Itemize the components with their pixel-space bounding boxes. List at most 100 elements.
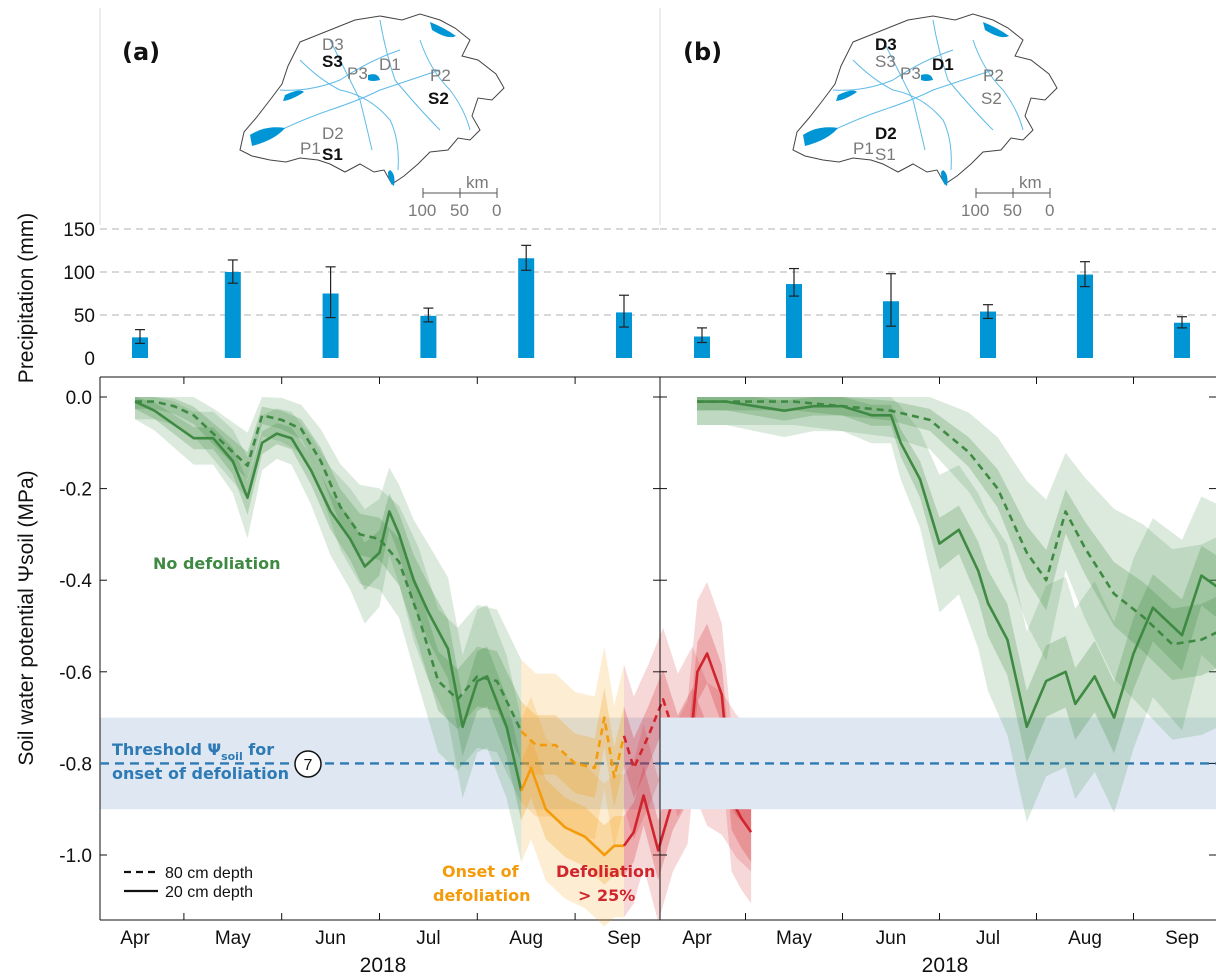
x-tick-label-may: May — [215, 928, 251, 949]
scale-bar-a: km 100 50 0 — [408, 173, 501, 220]
uncertainty-band-outer — [135, 397, 522, 863]
precip-bar-sep — [616, 312, 632, 358]
river-network — [812, 19, 1024, 171]
site-label-p1: P1 — [300, 139, 321, 158]
annotation-onset-line1: Onset of — [442, 862, 520, 881]
site-label-p3: P3 — [900, 64, 921, 83]
scale-bar-b: km 100 50 0 — [961, 173, 1054, 220]
site-label-d2: D2 — [875, 124, 897, 143]
precip-bar-apr — [132, 337, 148, 358]
scale-tick-0: 0 — [492, 201, 501, 220]
site-label-p2: P2 — [983, 66, 1004, 85]
series-line-80cm-no — [135, 400, 523, 732]
uncertainty-band-inner — [697, 397, 1216, 763]
precip-bar-jul — [420, 315, 437, 358]
soil-y-tick: 0.0 — [66, 388, 92, 409]
precip-y-tick: 0 — [84, 349, 95, 370]
scale-unit: km — [1019, 173, 1042, 192]
x-tick-label-jun: Jun — [315, 928, 346, 949]
precip-chart-b — [660, 228, 1216, 358]
site-label-d2: D2 — [322, 124, 344, 143]
x-tick-label-jul: Jul — [416, 928, 440, 949]
site-label-p2: P2 — [430, 66, 451, 85]
panel-frames — [99, 8, 661, 225]
soil-y-tick: -0.6 — [59, 663, 92, 684]
annotation-defoliation-line2: > 25% — [578, 886, 635, 905]
x-tick-label-jun: Jun — [876, 928, 907, 949]
series-line-80cm-onset — [520, 716, 626, 779]
precip-y-tick: 50 — [74, 306, 95, 327]
country-outline — [239, 13, 505, 185]
precip-bar-jun — [322, 293, 339, 358]
uncertainty-band-outer — [697, 397, 1216, 822]
uncertainty-band-outer — [135, 397, 522, 803]
x-tick-label-sep: Sep — [607, 928, 641, 949]
river-network — [259, 19, 471, 171]
site-label-d1: D1 — [379, 55, 401, 74]
x-axis-title-b: 2018 — [922, 954, 969, 977]
panel-a-label: (a) — [122, 38, 160, 66]
annotation-no-defoliation: No defoliation — [153, 554, 281, 573]
scale-tick-100: 100 — [408, 201, 436, 220]
soil-y-tick: -0.8 — [59, 754, 92, 775]
uncertainty-band-inner — [521, 687, 624, 807]
site-label-s1: S1 — [875, 145, 896, 164]
scale-unit: km — [466, 173, 489, 192]
uncertainty-band-outer — [521, 696, 624, 927]
threshold-marker-circle — [294, 750, 322, 778]
x-tick-label-aug: Aug — [1068, 928, 1102, 949]
lakes — [250, 22, 456, 186]
precip-bar-sep — [1174, 322, 1190, 358]
lakes — [803, 22, 1009, 186]
precip-chart-a: 0 50 100 150 — [63, 220, 660, 370]
legend-20cm: 20 cm depth — [165, 884, 253, 901]
scale-tick-0: 0 — [1045, 201, 1054, 220]
soil-y-tick: -1.0 — [59, 846, 92, 867]
series-line-80cm-main — [697, 400, 1216, 646]
site-label-d1: D1 — [932, 55, 954, 74]
precip-bar-aug — [1077, 274, 1093, 358]
site-label-s2: S2 — [981, 89, 1002, 108]
x-tick-label-aug: Aug — [509, 928, 543, 949]
site-label-s3: S3 — [875, 52, 896, 71]
soil-y-label: Soil water potential Ψsoil (MPa) — [15, 470, 38, 765]
x-tick-label-jul: Jul — [976, 928, 1000, 949]
threshold-marker-number: 7 — [304, 757, 313, 774]
scale-tick-100: 100 — [961, 201, 989, 220]
site-label-d3: D3 — [322, 35, 344, 54]
precip-bar-may — [224, 272, 241, 358]
uncertainty-band-outer — [697, 397, 1216, 740]
site-label-s3: S3 — [322, 52, 343, 71]
annotation-defoliation-line1: Defoliation — [556, 862, 655, 881]
x-tick-label-apr: Apr — [120, 928, 150, 949]
precip-bar-may — [786, 284, 802, 358]
precip-y-label: Precipitation (mm) — [15, 213, 38, 383]
x-tick-label-may: May — [776, 928, 812, 949]
panel-b-label: (b) — [683, 38, 722, 66]
threshold-label-line1: Threshold Ψsoil for — [112, 740, 274, 763]
threshold-label-line2: onset of defoliation — [112, 764, 289, 783]
series-line-20cm-main — [697, 400, 1216, 729]
soil-chart-b: Apr May Jun Jul Aug Sep — [659, 376, 1216, 949]
series-line-20cm-onset — [520, 766, 624, 857]
site-label-p1: P1 — [853, 139, 874, 158]
uncertainty-band-inner — [697, 397, 1216, 680]
series-line-20cm-no — [134, 400, 523, 792]
precip-bar-aug — [518, 258, 535, 358]
scale-tick-50: 50 — [1003, 201, 1022, 220]
precip-bar-jun — [883, 301, 899, 358]
uncertainty-band-inner — [135, 397, 522, 762]
precip-bar-apr — [694, 336, 710, 358]
soil-y-tick: -0.2 — [59, 480, 92, 501]
scale-tick-50: 50 — [450, 201, 469, 220]
site-label-s1: S1 — [322, 145, 343, 164]
x-tick-label-sep: Sep — [1165, 928, 1199, 949]
precip-bar-jul — [980, 311, 996, 358]
x-tick-label-apr: Apr — [682, 928, 712, 949]
legend-80cm: 80 cm depth — [165, 865, 253, 882]
site-label-s2: S2 — [428, 89, 449, 108]
x-axis-title-a: 2018 — [360, 954, 407, 977]
